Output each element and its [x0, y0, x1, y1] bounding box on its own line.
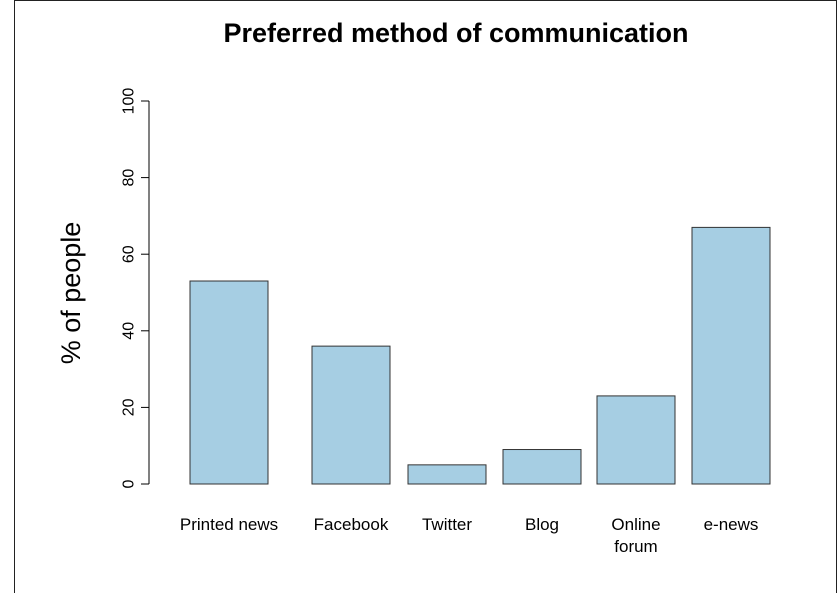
x-category-label: Twitter	[422, 515, 472, 534]
y-tick-label: 40	[121, 322, 138, 340]
y-tick-label: 0	[121, 479, 138, 488]
y-axis-label: % of people	[56, 222, 86, 365]
bar	[596, 395, 676, 485]
x-category-label: forum	[614, 537, 657, 556]
y-tick-label: 100	[121, 88, 138, 115]
bar	[502, 449, 582, 485]
bar	[691, 226, 771, 485]
x-category-label: Blog	[525, 515, 559, 534]
y-axis: 0 20 40 60 80 100	[121, 88, 150, 488]
x-category-label: Online	[611, 515, 660, 534]
bar	[407, 464, 487, 485]
chart-title: Preferred method of communication	[223, 18, 688, 48]
y-tick-label: 60	[121, 245, 138, 263]
x-category-label: e-news	[704, 515, 759, 534]
bars-group	[189, 226, 771, 485]
y-tick-label: 80	[121, 169, 138, 187]
bar	[311, 345, 391, 485]
x-category-label: Facebook	[314, 515, 389, 534]
x-axis-labels: Printed news Facebook Twitter Blog Online for…	[180, 515, 759, 556]
bar	[189, 280, 269, 485]
x-category-label: Printed news	[180, 515, 278, 534]
y-tick-label: 20	[121, 398, 138, 416]
